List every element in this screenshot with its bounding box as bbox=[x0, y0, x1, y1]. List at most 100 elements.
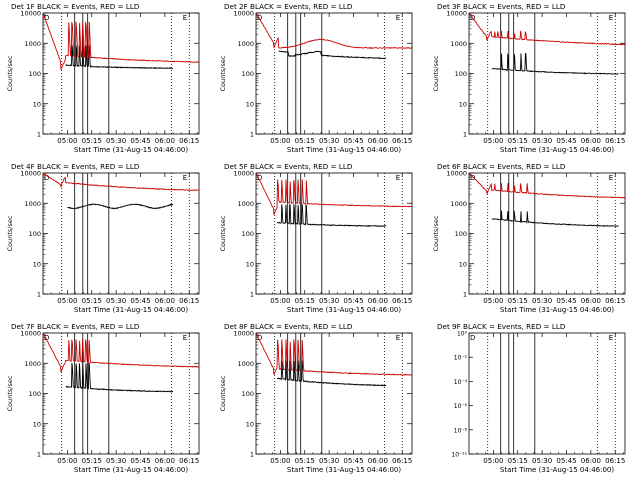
y-axis-label: Counts/sec bbox=[6, 375, 14, 411]
x-axis-label: Start Time (31-Aug-15 04:46:00) bbox=[500, 466, 614, 474]
x-tick-label: 06:00 bbox=[581, 297, 601, 305]
y-tick-label: 1000 bbox=[237, 40, 254, 48]
y-axis-label: Counts/sec bbox=[219, 215, 227, 251]
panel-title: Det 1F BLACK = Events, RED = LLD bbox=[11, 2, 140, 11]
panel-det1: Det 1F BLACK = Events, RED = LLD 05:00 05:… bbox=[6, 2, 200, 154]
y-tick-label: 10 bbox=[459, 100, 467, 108]
plot-frame bbox=[255, 332, 413, 455]
panel-det9: Det 9F BLACK = Events, RED = LLD 05:00 05:… bbox=[437, 322, 626, 474]
x-tick-label: 05:30 bbox=[106, 297, 126, 305]
y-tick-label: 1000 bbox=[450, 40, 467, 48]
y-axis-label: Counts/sec bbox=[432, 215, 440, 251]
panel-title: Det 2F BLACK = Events, RED = LLD bbox=[224, 2, 353, 11]
series-events bbox=[491, 52, 619, 75]
series-events bbox=[276, 360, 387, 387]
y-tick-label: 100 bbox=[29, 70, 41, 78]
y-tick-label: 10 bbox=[246, 100, 254, 108]
x-tick-label: 05:15 bbox=[82, 297, 102, 305]
y-tick-label: 1 bbox=[37, 291, 41, 299]
y-tick-label: 1 bbox=[463, 291, 467, 299]
y-tick-label: 10⁻⁶ bbox=[454, 403, 468, 410]
x-tick-label: 05:30 bbox=[319, 137, 339, 145]
x-tick-label: 05:00 bbox=[483, 457, 503, 465]
x-tick-label: 05:30 bbox=[532, 137, 552, 145]
y-tick-label: 10⁻⁸ bbox=[454, 427, 468, 434]
y-tick-label: 1 bbox=[37, 451, 41, 459]
y-tick-label: 100 bbox=[29, 390, 41, 398]
x-tick-label: 06:15 bbox=[392, 297, 412, 305]
plot-frame bbox=[255, 12, 413, 135]
y-tick-label: 10000 bbox=[233, 170, 254, 178]
x-tick-label: 05:15 bbox=[295, 457, 315, 465]
x-axis-label: Start Time (31-Aug-15 04:46:00) bbox=[74, 146, 188, 154]
marker-e: E bbox=[183, 174, 187, 182]
panel-det2: Det 2F BLACK = Events, RED = LLD 05:00 05:… bbox=[219, 2, 413, 154]
y-tick-label: 10 bbox=[33, 420, 41, 428]
y-tick-label: 100 bbox=[455, 70, 467, 78]
series-lld bbox=[255, 173, 413, 215]
y-tick-label: 10000 bbox=[20, 330, 41, 338]
y-tick-label: 100 bbox=[455, 230, 467, 238]
x-tick-label: 06:00 bbox=[581, 137, 601, 145]
y-tick-label: 10⁻⁴ bbox=[454, 379, 468, 386]
y-tick-label: 10000 bbox=[233, 10, 254, 18]
marker-d: D bbox=[44, 334, 49, 342]
y-axis-label: Counts/sec bbox=[6, 215, 14, 251]
marker-e: E bbox=[609, 14, 613, 22]
x-tick-label: 05:45 bbox=[130, 137, 150, 145]
x-tick-label: 05:00 bbox=[57, 457, 77, 465]
y-tick-label: 10⁰ bbox=[457, 331, 468, 338]
x-tick-label: 05:45 bbox=[343, 457, 363, 465]
y-tick-label: 100 bbox=[242, 230, 254, 238]
x-tick-label: 05:15 bbox=[82, 457, 102, 465]
marker-d: D bbox=[470, 174, 475, 182]
x-tick-label: 05:45 bbox=[130, 457, 150, 465]
marker-d: D bbox=[257, 14, 262, 22]
y-tick-label: 1000 bbox=[24, 200, 41, 208]
x-tick-label: 05:30 bbox=[106, 457, 126, 465]
y-tick-label: 10 bbox=[459, 260, 467, 268]
marker-e: E bbox=[183, 334, 187, 342]
y-axis-label: Counts/sec bbox=[6, 55, 14, 91]
x-tick-label: 05:30 bbox=[319, 457, 339, 465]
panel-det3: Det 3F BLACK = Events, RED = LLD 05:00 05:… bbox=[432, 2, 626, 154]
y-tick-label: 10 bbox=[33, 260, 41, 268]
x-tick-label: 05:00 bbox=[270, 457, 290, 465]
x-tick-label: 06:15 bbox=[179, 457, 199, 465]
y-tick-label: 100 bbox=[29, 230, 41, 238]
x-tick-label: 05:00 bbox=[483, 297, 503, 305]
x-tick-label: 05:00 bbox=[483, 137, 503, 145]
y-tick-label: 10000 bbox=[20, 10, 41, 18]
x-tick-label: 06:15 bbox=[179, 297, 199, 305]
x-tick-label: 06:00 bbox=[155, 457, 175, 465]
marker-d: D bbox=[44, 14, 49, 22]
x-tick-label: 05:30 bbox=[106, 137, 126, 145]
plot-frame bbox=[255, 172, 413, 295]
y-tick-label: 1 bbox=[37, 131, 41, 139]
x-tick-label: 05:15 bbox=[295, 137, 315, 145]
x-tick-label: 05:45 bbox=[556, 457, 576, 465]
plot-frame bbox=[42, 12, 200, 135]
x-tick-label: 06:00 bbox=[368, 137, 388, 145]
x-tick-label: 05:00 bbox=[57, 137, 77, 145]
panel-det4: Det 4F BLACK = Events, RED = LLD 05:00 05:… bbox=[6, 162, 200, 314]
panel-title: Det 9F BLACK = Events, RED = LLD bbox=[437, 322, 566, 331]
y-tick-label: 1000 bbox=[450, 200, 467, 208]
y-tick-label: 1 bbox=[463, 131, 467, 139]
x-tick-label: 05:15 bbox=[508, 457, 528, 465]
x-axis-label: Start Time (31-Aug-15 04:46:00) bbox=[74, 306, 188, 314]
panel-det7: Det 7F BLACK = Events, RED = LLD 05:00 05:… bbox=[6, 322, 200, 474]
x-tick-label: 05:45 bbox=[343, 137, 363, 145]
panel-title: Det 6F BLACK = Events, RED = LLD bbox=[437, 162, 566, 171]
series-events bbox=[276, 203, 387, 228]
y-axis-label: Counts/sec bbox=[219, 375, 227, 411]
x-tick-label: 06:15 bbox=[605, 137, 625, 145]
x-tick-label: 05:30 bbox=[532, 297, 552, 305]
y-tick-label: 1000 bbox=[237, 360, 254, 368]
x-tick-label: 06:15 bbox=[392, 137, 412, 145]
x-tick-label: 05:30 bbox=[319, 297, 339, 305]
panel-title: Det 7F BLACK = Events, RED = LLD bbox=[11, 322, 140, 331]
x-tick-label: 06:00 bbox=[581, 457, 601, 465]
series-lld bbox=[42, 172, 200, 192]
